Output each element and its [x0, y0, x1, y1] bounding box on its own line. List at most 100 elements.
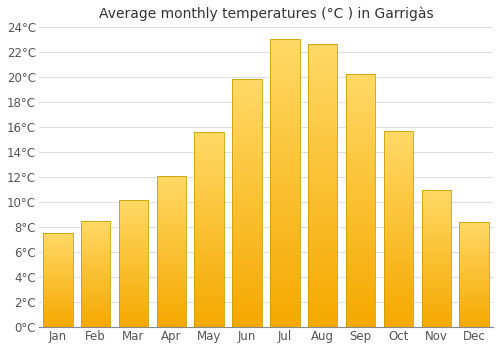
Bar — [460, 238, 489, 239]
Bar — [232, 163, 262, 166]
Bar — [422, 236, 451, 238]
Bar — [460, 309, 489, 310]
Bar — [422, 271, 451, 272]
Bar — [232, 231, 262, 234]
Bar — [346, 166, 376, 169]
Bar — [308, 267, 338, 271]
Bar — [270, 313, 300, 316]
Bar — [384, 217, 413, 219]
Bar — [384, 175, 413, 177]
Bar — [308, 83, 338, 87]
Bar — [384, 317, 413, 320]
Bar — [422, 269, 451, 271]
Bar — [81, 324, 110, 326]
Bar — [384, 325, 413, 327]
Bar — [43, 288, 72, 290]
Bar — [118, 199, 148, 327]
Bar — [422, 190, 451, 327]
Bar — [43, 325, 72, 326]
Bar — [43, 259, 72, 260]
Bar — [118, 243, 148, 244]
Bar — [194, 300, 224, 303]
Bar — [270, 306, 300, 309]
Bar — [118, 203, 148, 204]
Bar — [460, 321, 489, 322]
Bar — [194, 174, 224, 176]
Bar — [156, 304, 186, 307]
Bar — [422, 255, 451, 257]
Bar — [118, 326, 148, 327]
Bar — [43, 305, 72, 306]
Bar — [460, 279, 489, 280]
Bar — [270, 64, 300, 68]
Bar — [346, 293, 376, 296]
Bar — [422, 260, 451, 262]
Bar — [194, 254, 224, 257]
Bar — [232, 256, 262, 259]
Bar — [270, 151, 300, 154]
Bar — [308, 97, 338, 101]
Bar — [156, 282, 186, 284]
Bar — [384, 131, 413, 327]
Bar — [81, 315, 110, 317]
Bar — [118, 268, 148, 270]
Bar — [194, 186, 224, 188]
Bar — [43, 308, 72, 310]
Bar — [422, 276, 451, 277]
Bar — [308, 133, 338, 136]
Bar — [270, 234, 300, 237]
Bar — [43, 291, 72, 292]
Bar — [232, 299, 262, 302]
Bar — [156, 233, 186, 234]
Bar — [422, 215, 451, 217]
Bar — [460, 254, 489, 255]
Bar — [346, 283, 376, 286]
Bar — [43, 236, 72, 237]
Bar — [270, 147, 300, 151]
Bar — [81, 319, 110, 321]
Bar — [156, 274, 186, 276]
Bar — [270, 266, 300, 270]
Bar — [422, 301, 451, 303]
Bar — [43, 246, 72, 247]
Bar — [308, 243, 338, 246]
Bar — [346, 258, 376, 261]
Bar — [156, 252, 186, 253]
Bar — [232, 169, 262, 172]
Bar — [232, 210, 262, 212]
Bar — [460, 303, 489, 305]
Bar — [81, 321, 110, 322]
Bar — [81, 314, 110, 315]
Bar — [232, 200, 262, 203]
Bar — [194, 200, 224, 203]
Bar — [384, 251, 413, 253]
Bar — [81, 262, 110, 264]
Bar — [270, 136, 300, 140]
Bar — [346, 144, 376, 147]
Bar — [232, 175, 262, 178]
Bar — [118, 287, 148, 289]
Bar — [232, 278, 262, 281]
Bar — [460, 288, 489, 289]
Bar — [270, 54, 300, 57]
Bar — [156, 263, 186, 265]
Bar — [460, 323, 489, 325]
Bar — [232, 225, 262, 228]
Bar — [308, 186, 338, 189]
Bar — [43, 271, 72, 272]
Bar — [460, 252, 489, 254]
Bar — [194, 169, 224, 171]
Bar — [43, 324, 72, 325]
Bar — [422, 264, 451, 265]
Bar — [308, 62, 338, 65]
Bar — [118, 247, 148, 249]
Bar — [156, 210, 186, 212]
Bar — [422, 250, 451, 252]
Bar — [270, 61, 300, 64]
Bar — [194, 249, 224, 252]
Bar — [232, 253, 262, 256]
Bar — [384, 207, 413, 209]
Bar — [308, 112, 338, 115]
Bar — [194, 305, 224, 308]
Bar — [43, 278, 72, 279]
